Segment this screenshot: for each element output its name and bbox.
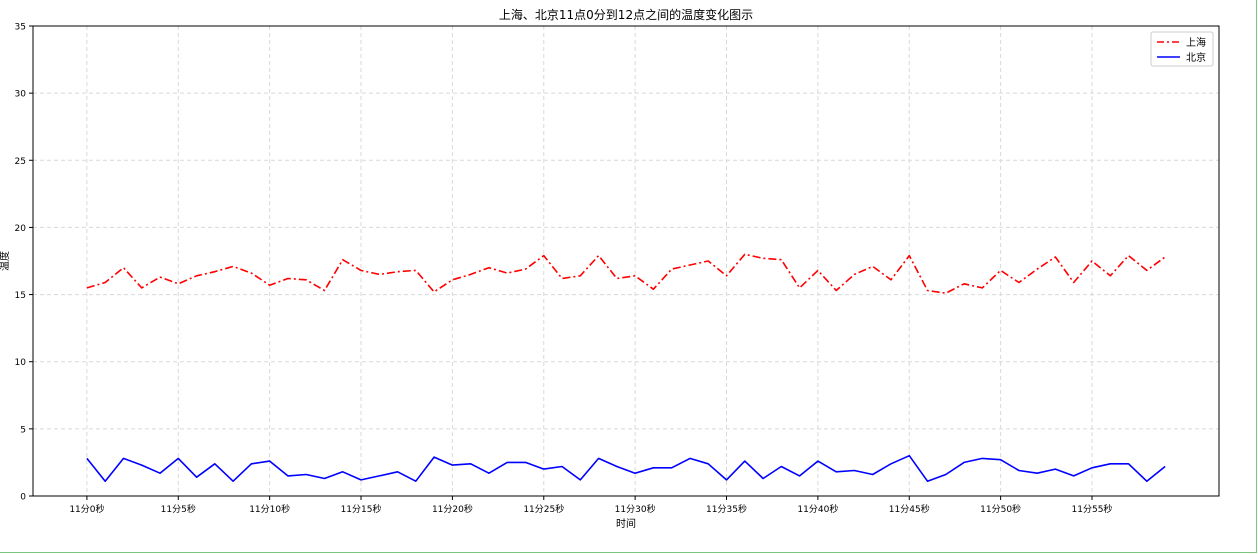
x-tick-label: 11分10秒 (249, 503, 290, 515)
legend: 上海 北京 (1150, 31, 1214, 67)
x-tick-label: 11分0秒 (69, 503, 104, 515)
plot-area-border (32, 25, 1220, 497)
x-tick-label: 11分40秒 (797, 503, 838, 515)
x-axis-label: 时间 (616, 517, 636, 530)
x-tick-label: 11分45秒 (889, 503, 930, 515)
plot-background (33, 26, 1219, 496)
series-line-shanghai (86, 253, 1166, 295)
y-axis-label: 温度 (0, 251, 11, 271)
legend-label-shanghai: 上海 (1186, 36, 1206, 49)
y-tick-label: 15 (15, 291, 26, 301)
x-tick-label: 11分5秒 (161, 503, 196, 515)
x-tick-label: 11分35秒 (706, 503, 747, 515)
x-tick-label: 11分55秒 (1072, 503, 1113, 515)
x-tick-label: 11分30秒 (615, 503, 656, 515)
y-tick-label: 0 (20, 493, 26, 503)
x-tick-label: 11分15秒 (341, 503, 382, 515)
series-line-beijing (86, 454, 1166, 483)
x-tick-label: 11分25秒 (523, 503, 564, 515)
y-axis-ticks: 0 5 10 15 20 25 30 35 (15, 23, 33, 503)
y-tick-label: 10 (15, 358, 27, 368)
x-tick-label: 11分50秒 (980, 503, 1021, 515)
x-axis-ticks: 11分0秒 11分5秒 11分10秒 11分15秒 11分20秒 11分25秒 11分30秒… (69, 496, 1112, 515)
y-tick-label: 5 (20, 425, 26, 435)
y-tick-label: 35 (15, 23, 26, 33)
x-tick-label: 11分20秒 (432, 503, 473, 515)
y-tick-label: 20 (15, 224, 27, 234)
y-tick-label: 25 (15, 157, 26, 167)
chart-title: 上海、北京11点0分到12点之间的温度变化图示 (499, 7, 753, 22)
legend-label-beijing: 北京 (1186, 51, 1206, 64)
series-lines (86, 253, 1166, 483)
y-tick-label: 30 (15, 90, 27, 100)
